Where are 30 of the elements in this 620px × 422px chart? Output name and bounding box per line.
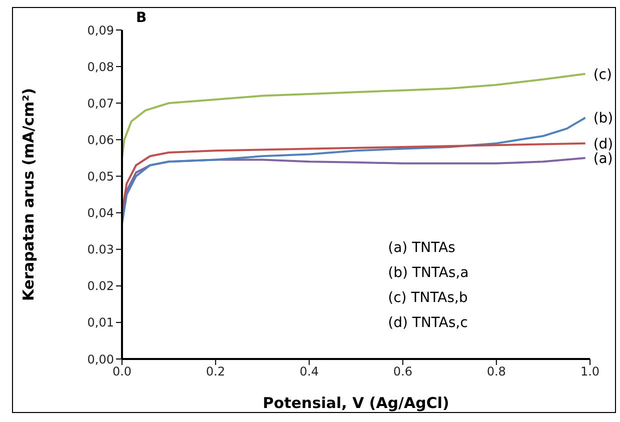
series-label: (a) xyxy=(593,150,613,167)
y-tick-label: 0,04 xyxy=(87,206,114,220)
annotation: (d) TNTAs,c xyxy=(388,314,469,333)
x-axis-title: Potensial, V (Ag/AgCl) xyxy=(262,394,450,412)
annotation: (c) TNTAs,b xyxy=(388,289,469,308)
y-axis-title: Kerapatan arus (mA/cm²) xyxy=(19,88,38,301)
y-tick-label: 0,05 xyxy=(87,169,114,184)
y-tick-label: 0,01 xyxy=(87,316,114,330)
line-series xyxy=(122,72,586,159)
x-tick-label: 0.8 xyxy=(486,364,506,379)
series-label: (b) xyxy=(593,110,614,127)
series-label: (d) xyxy=(593,136,614,152)
y-tick-label: 0,06 xyxy=(87,132,114,147)
y-tick-label: 0,08 xyxy=(87,60,114,74)
y-tick-label: 0,00 xyxy=(87,352,114,366)
y-tick-label: 0,09 xyxy=(87,23,114,38)
text: B xyxy=(136,10,147,26)
x-tick-label: 0.6 xyxy=(393,364,412,379)
series-label: (c) xyxy=(593,66,612,83)
line-series xyxy=(122,116,586,225)
y-tick-label: 0.02 xyxy=(87,279,114,294)
y-tick-label: 0,07 xyxy=(87,96,114,110)
annotation: (a) TNTAs xyxy=(388,239,456,258)
x-tick-label: 0.0 xyxy=(112,364,132,379)
x-tick-label: 1.0 xyxy=(580,364,600,379)
y-tick-label: 0.03 xyxy=(87,242,114,257)
x-tick-label: 0.4 xyxy=(300,364,319,379)
x-tick-label: 0.2 xyxy=(206,364,226,379)
line-series xyxy=(122,142,586,214)
annotation: (b) TNTAs,a xyxy=(388,264,469,283)
